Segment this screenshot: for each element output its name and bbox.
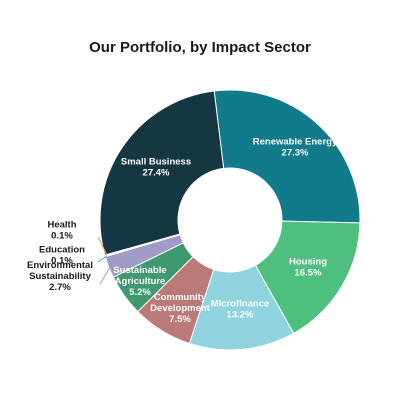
- slice-name-text: Renewable Energy: [253, 137, 338, 148]
- slice-value-text: 7.5%: [169, 314, 191, 325]
- slice-name-text: Housing: [289, 257, 327, 268]
- slice-renewable-energy: [213, 89, 361, 224]
- slice-label-education: Education 0.1%: [39, 245, 85, 267]
- slice-value-text: 0.1%: [51, 231, 73, 242]
- slice-name-text: Sustainability: [29, 271, 91, 282]
- slices: [99, 89, 361, 351]
- slice-value-text: 27.3%: [282, 148, 309, 159]
- slice-label-community-development: Community Development 7.5%: [150, 292, 210, 325]
- leader-line-education: [97, 255, 108, 263]
- slice-value-text: 2.7%: [49, 282, 71, 293]
- slice-value-text: 13.2%: [227, 310, 254, 321]
- slice-value-text: 16.5%: [295, 268, 322, 279]
- slice-value-text: 0.1%: [51, 256, 73, 267]
- slice-label-health: Health 0.1%: [47, 220, 76, 242]
- slice-value-text: 5.2%: [129, 287, 151, 298]
- slice-name-text: Agriculture: [115, 276, 166, 287]
- leader-line-health: [97, 236, 108, 256]
- slice-name-text: Community: [154, 292, 207, 303]
- slice-name-text: Sustainable: [113, 265, 166, 276]
- slice-small-business: [99, 90, 225, 256]
- slice-label-sustainable-agriculture: Sustainable Agriculture 5.2%: [113, 265, 166, 298]
- slice-label-small-business: Small Business 27.4%: [121, 157, 191, 179]
- slice-name-text: Small Business: [121, 157, 191, 168]
- leader-line-environmental-sustainability: [99, 266, 112, 285]
- slice-label-environmental-sustainability: Environmental Sustainability 2.7%: [27, 260, 93, 293]
- slice-label-housing: Housing 16.5%: [289, 257, 327, 279]
- slice-value-text: 27.4%: [143, 168, 170, 179]
- slice-name-text: Education: [39, 245, 85, 256]
- slice-label-renewable-energy: Renewable Energy 27.3%: [253, 137, 338, 159]
- leader-lines: [97, 236, 112, 285]
- slice-housing: [254, 220, 361, 335]
- slice-name-text: Health: [47, 220, 76, 231]
- slice-name-text: Microfinance: [211, 299, 270, 310]
- slice-labels: Renewable Energy 27.3% Housing 16.5% Microfi…: [27, 137, 338, 326]
- chart-title: Our Portfolio, by Impact Sector: [89, 39, 311, 56]
- slice-name-text: Environmental: [27, 260, 93, 271]
- slice-name-text: Development: [150, 303, 210, 314]
- slice-label-microfinance: Microfinance 13.2%: [211, 299, 270, 321]
